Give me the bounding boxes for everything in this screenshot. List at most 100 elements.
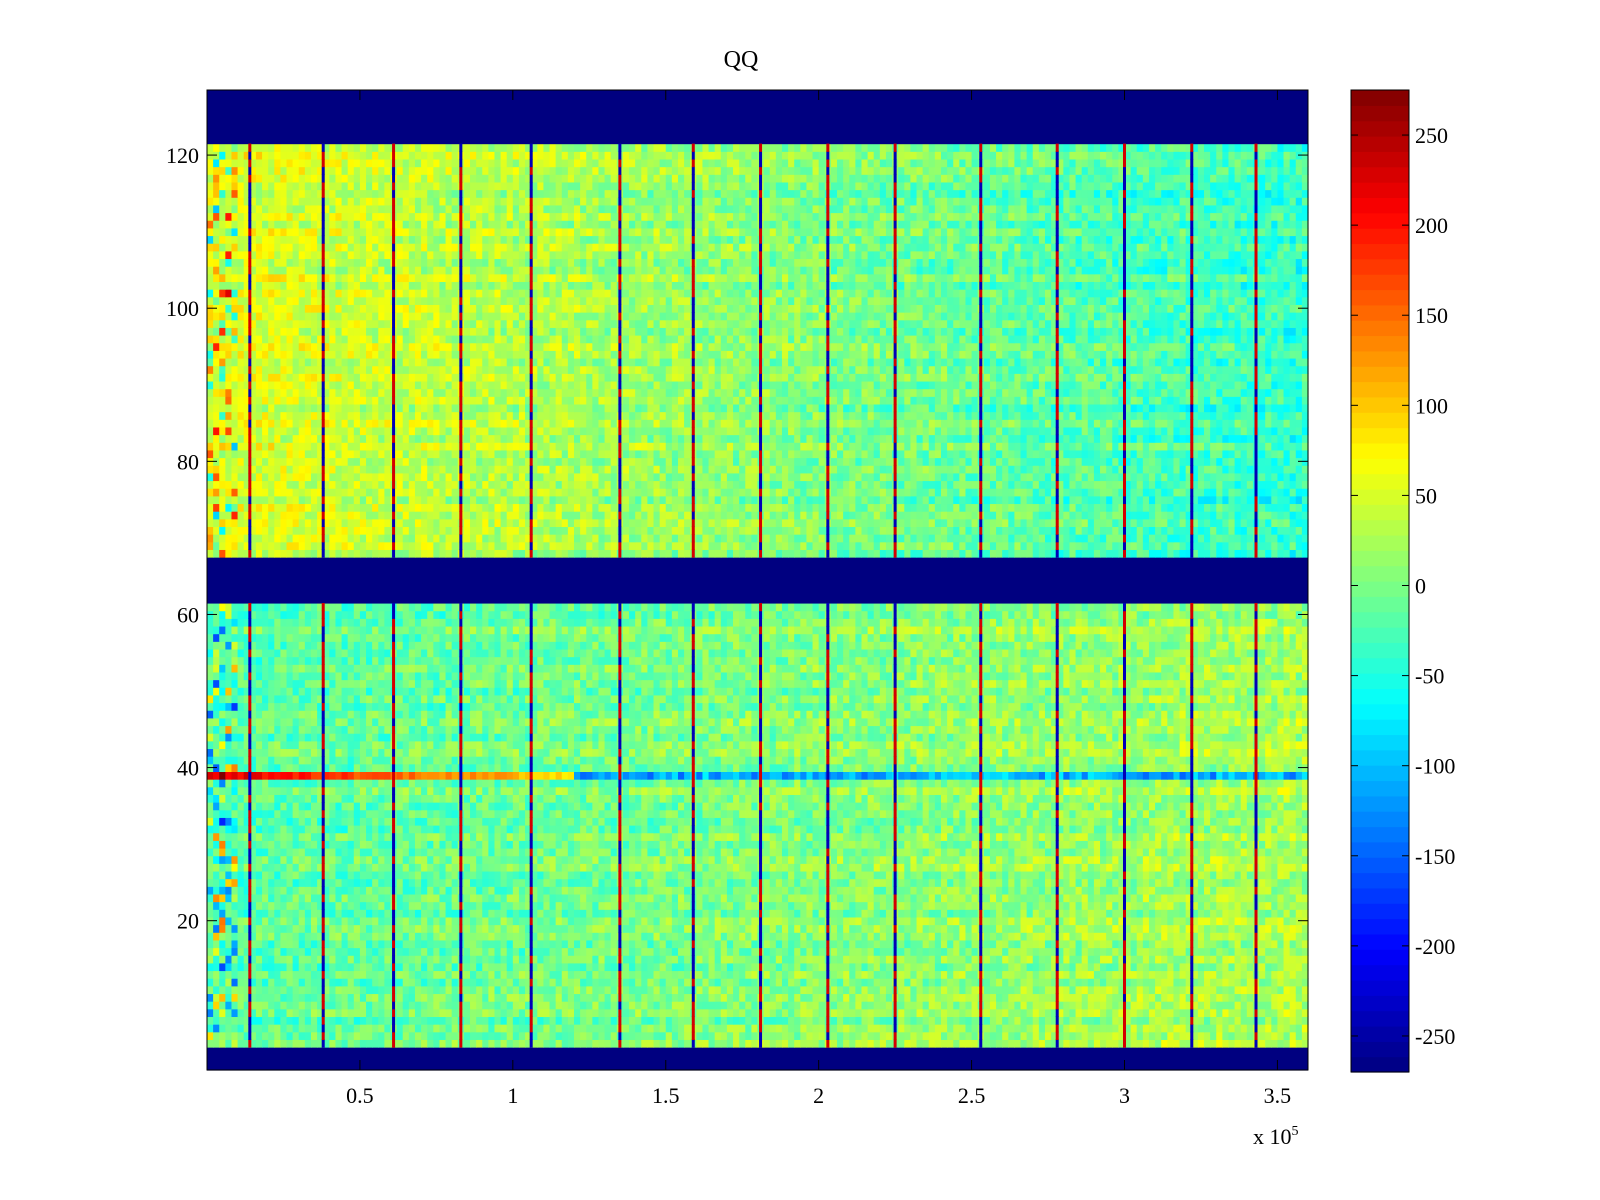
heatmap-cell [922, 993, 930, 1002]
heatmap-cell [396, 893, 404, 903]
heatmap-cell [310, 962, 318, 972]
heatmap-cell [1161, 978, 1168, 987]
heatmap-cell [1106, 985, 1113, 995]
heatmap-cell [1167, 970, 1175, 979]
heatmap-cell [794, 924, 801, 933]
heatmap-cell [941, 962, 948, 972]
heatmap-cell [855, 1008, 863, 1018]
heatmap-cell [1136, 1039, 1144, 1048]
heatmap-cell [1124, 886, 1132, 895]
heatmap-cell [494, 1001, 502, 1010]
heatmap-cell [1271, 1016, 1279, 1025]
heatmap-cell [855, 970, 863, 979]
heatmap-cell [720, 985, 728, 995]
heatmap-cell [1148, 1008, 1156, 1018]
heatmap-cell [1289, 955, 1297, 964]
heatmap-cell [433, 901, 441, 910]
heatmap-cell [885, 947, 893, 956]
heatmap-cell [733, 985, 740, 995]
heatmap-cell [818, 955, 826, 964]
heatmap-cell [402, 939, 410, 949]
heatmap-cell [439, 1008, 447, 1018]
heatmap-cell [439, 840, 447, 849]
heatmap-cell [1210, 939, 1217, 949]
heatmap-cell [231, 932, 239, 941]
heatmap-cell [286, 901, 294, 910]
heatmap-cell [1112, 916, 1119, 926]
heatmap-cell [292, 916, 300, 926]
heatmap-cell [788, 916, 795, 926]
heatmap-cell [763, 901, 771, 910]
heatmap-cell [708, 893, 716, 903]
heatmap-cell [537, 1016, 545, 1025]
heatmap-cell [1228, 901, 1236, 910]
heatmap-cell [1161, 955, 1168, 964]
heatmap-cell [677, 955, 685, 964]
heatmap-cell [843, 939, 850, 949]
heatmap-cell [1032, 924, 1040, 933]
heatmap-cell [971, 832, 979, 841]
heatmap-cell [500, 886, 508, 895]
heatmap-cell [231, 870, 239, 880]
heatmap-cell [1063, 847, 1071, 857]
heatmap-cell [335, 947, 343, 956]
heatmap-cell [855, 1031, 863, 1040]
heatmap-cell [255, 985, 263, 995]
heatmap-cell [427, 947, 434, 956]
heatmap-cell [262, 947, 269, 956]
heatmap-cell [1044, 962, 1052, 972]
heatmap-cell [763, 847, 771, 857]
heatmap-cell [1112, 1031, 1119, 1040]
heatmap-cell [769, 955, 777, 964]
heatmap-cell [494, 1039, 502, 1048]
heatmap-cell [341, 863, 349, 872]
heatmap-cell [775, 1016, 783, 1025]
heatmap-cell [213, 840, 220, 849]
heatmap-cell [812, 985, 820, 995]
heatmap-cell [317, 924, 324, 933]
heatmap-cell [323, 932, 330, 941]
heatmap-cell [849, 955, 856, 964]
heatmap-cell [843, 978, 850, 987]
heatmap-cell [641, 993, 648, 1002]
heatmap-cell [378, 962, 385, 972]
heatmap-cell [794, 832, 801, 841]
heatmap-cell [262, 1039, 269, 1048]
heatmap-cell [1289, 1016, 1297, 1025]
heatmap-cell [580, 840, 587, 849]
heatmap-cell [286, 878, 294, 887]
heatmap-cell [463, 1008, 471, 1018]
heatmap-cell [867, 924, 875, 933]
heatmap-cell [629, 962, 636, 972]
heatmap-cell [298, 1024, 306, 1033]
heatmap-cell [775, 863, 783, 872]
heatmap-cell [537, 832, 545, 841]
heatmap-cell [837, 840, 844, 849]
heatmap-cell [769, 978, 777, 987]
heatmap-cell [323, 985, 330, 995]
heatmap-cell [1093, 847, 1101, 857]
heatmap-cell [1020, 970, 1028, 979]
heatmap-cell [274, 1039, 281, 1048]
heatmap-cell [696, 832, 704, 841]
heatmap-cell [488, 855, 496, 864]
heatmap-cell [983, 939, 991, 949]
heatmap-cell [745, 840, 752, 849]
heatmap-cell [1173, 870, 1181, 880]
heatmap-cell [512, 985, 520, 995]
heatmap-cell [310, 947, 318, 956]
heatmap-cell [1222, 1031, 1230, 1040]
heatmap-cell [402, 1001, 410, 1010]
heatmap-cell [1069, 870, 1077, 880]
heatmap-cell [384, 901, 392, 910]
heatmap-cell [769, 870, 777, 880]
heatmap-cell [470, 886, 477, 895]
heatmap-cell [720, 924, 728, 933]
heatmap-cell [983, 893, 991, 903]
heatmap-cell [366, 1016, 373, 1025]
heatmap-cell [720, 878, 728, 887]
heatmap-cell [867, 1031, 875, 1040]
heatmap-cell [1112, 901, 1119, 910]
heatmap-cell [567, 886, 575, 895]
heatmap-cell [317, 878, 324, 887]
